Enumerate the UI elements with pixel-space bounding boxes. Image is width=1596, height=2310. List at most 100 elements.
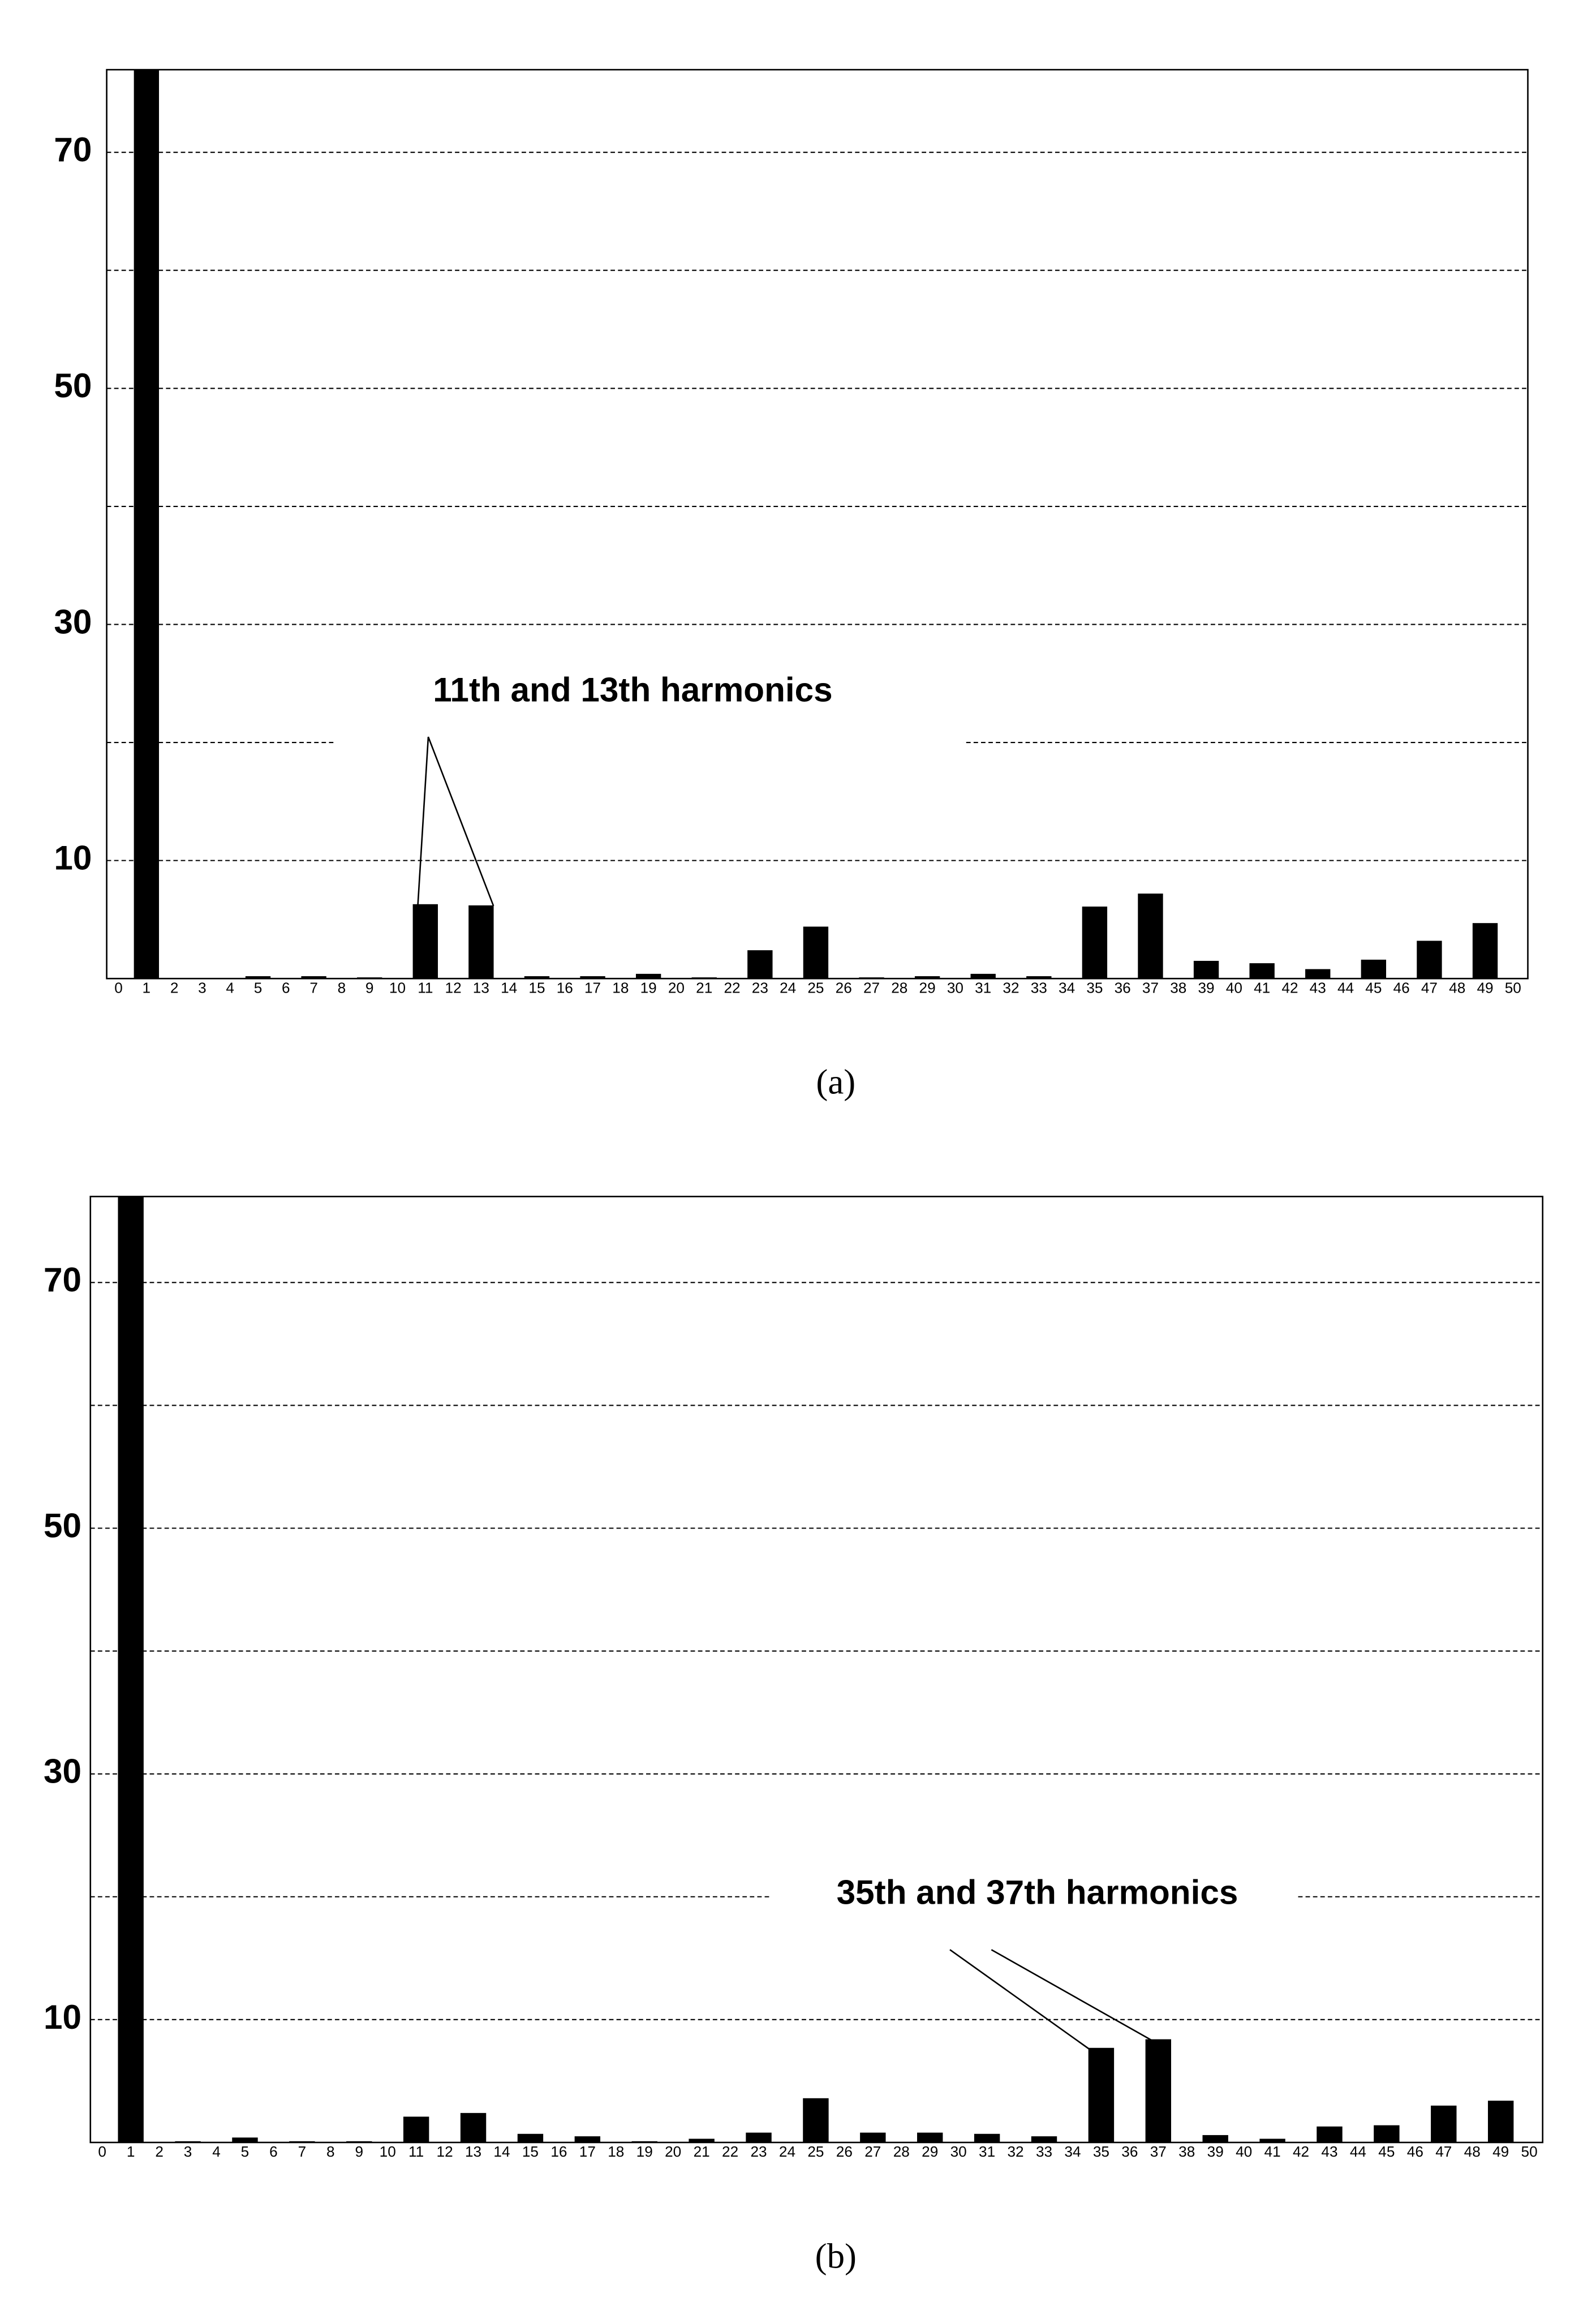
x-tick-label: 0 xyxy=(98,2143,106,2160)
x-tick-label: 43 xyxy=(1310,979,1326,996)
bar xyxy=(357,977,382,979)
x-tick-label: 47 xyxy=(1435,2143,1452,2160)
x-tick-label: 15 xyxy=(528,979,545,996)
x-tick-label: 29 xyxy=(919,979,936,996)
annotation: 11th and 13th harmonics xyxy=(433,670,832,709)
x-tick-label: 24 xyxy=(780,979,796,996)
x-tick-label: 45 xyxy=(1378,2143,1395,2160)
x-tick-label: 7 xyxy=(309,979,318,996)
x-tick-label: 24 xyxy=(779,2143,795,2160)
y-tick-label: 30 xyxy=(54,602,92,641)
annotation-pointer xyxy=(991,1949,1152,2041)
x-tick-label: 25 xyxy=(807,979,824,996)
x-tick-label: 12 xyxy=(437,2143,453,2160)
x-tick-label: 19 xyxy=(636,2143,653,2160)
bar xyxy=(1317,2126,1343,2142)
x-tick-label: 41 xyxy=(1254,979,1270,996)
bar xyxy=(1082,906,1108,979)
bar xyxy=(635,973,661,979)
bar xyxy=(1249,963,1275,979)
bar xyxy=(403,2116,429,2142)
x-tick-label: 38 xyxy=(1178,2143,1195,2160)
x-tick-label: 2 xyxy=(155,2143,164,2160)
bar xyxy=(1145,2039,1172,2142)
x-tick-label: 37 xyxy=(1142,979,1159,996)
x-tick-label: 48 xyxy=(1449,979,1465,996)
x-tick-label: 23 xyxy=(750,2143,767,2160)
x-tick-label: 33 xyxy=(1036,2143,1052,2160)
x-tick-label: 11 xyxy=(418,979,433,996)
x-tick-label: 10 xyxy=(380,2143,396,2160)
x-tick-label: 40 xyxy=(1236,2143,1252,2160)
bar xyxy=(746,2132,772,2142)
bar xyxy=(1088,2047,1115,2142)
x-tick-label: 5 xyxy=(254,979,263,996)
bar xyxy=(859,977,884,979)
x-tick-label: 30 xyxy=(950,2143,967,2160)
x-tick-label: 27 xyxy=(864,2143,881,2160)
x-tick-label: 13 xyxy=(473,979,489,996)
bars xyxy=(134,70,1498,979)
bar xyxy=(1472,923,1498,979)
bar xyxy=(245,976,271,979)
x-tick-label: 30 xyxy=(947,979,963,996)
x-tick-label: 34 xyxy=(1064,2143,1081,2160)
bars xyxy=(118,1196,1514,2142)
bar xyxy=(1305,969,1331,979)
x-tick-label: 1 xyxy=(127,2143,135,2160)
y-tick-label: 70 xyxy=(54,130,92,169)
x-tick-label: 36 xyxy=(1115,979,1131,996)
bar xyxy=(1138,894,1163,979)
bar xyxy=(1487,2101,1514,2142)
bar xyxy=(289,2141,315,2142)
x-tick-label: 3 xyxy=(198,979,207,996)
bar xyxy=(914,976,940,979)
bar xyxy=(691,977,717,979)
bar xyxy=(175,2141,201,2142)
x-tick-label: 29 xyxy=(922,2143,938,2160)
x-tick-label: 44 xyxy=(1350,2143,1366,2160)
x-tick-label: 17 xyxy=(579,2143,596,2160)
x-tick-label: 28 xyxy=(891,979,907,996)
bar xyxy=(689,2139,715,2142)
x-tick-label: 21 xyxy=(694,2143,710,2160)
x-tick-label: 36 xyxy=(1121,2143,1138,2160)
x-tick-label: 39 xyxy=(1198,979,1215,996)
caption: (b) xyxy=(815,2236,857,2275)
bar xyxy=(631,2141,657,2142)
bar xyxy=(1193,960,1219,979)
bar xyxy=(1202,2135,1228,2142)
bar xyxy=(974,2133,1000,2142)
x-tick-label: 16 xyxy=(557,979,573,996)
x-tick-label: 9 xyxy=(355,2143,363,2160)
x-tick-label: 2 xyxy=(170,979,179,996)
bar xyxy=(860,2132,886,2142)
annotation-pointer xyxy=(949,1949,1090,2050)
x-tick-label: 23 xyxy=(752,979,768,996)
x-tick-label: 48 xyxy=(1464,2143,1481,2160)
x-tick-label: 9 xyxy=(365,979,374,996)
x-tick-label: 46 xyxy=(1407,2143,1423,2160)
bar xyxy=(301,976,326,979)
x-tick-label: 47 xyxy=(1421,979,1438,996)
bar xyxy=(1417,941,1442,979)
x-tick-label: 43 xyxy=(1321,2143,1337,2160)
bar xyxy=(970,973,996,979)
x-tick-label: 38 xyxy=(1170,979,1186,996)
x-tick-label: 31 xyxy=(975,979,991,996)
x-tick-label: 46 xyxy=(1393,979,1410,996)
x-tick-label: 49 xyxy=(1492,2143,1509,2160)
x-tick-label: 42 xyxy=(1281,979,1298,996)
x-tick-label: 8 xyxy=(326,2143,335,2160)
x-tick-label: 50 xyxy=(1521,2143,1538,2160)
x-tick-label: 27 xyxy=(863,979,880,996)
bar xyxy=(468,905,494,979)
bar xyxy=(1431,2105,1457,2142)
x-tick-label: 14 xyxy=(501,979,517,996)
bar xyxy=(412,904,438,979)
bar xyxy=(232,2137,258,2142)
bar xyxy=(517,2133,544,2142)
bar xyxy=(346,2141,372,2142)
